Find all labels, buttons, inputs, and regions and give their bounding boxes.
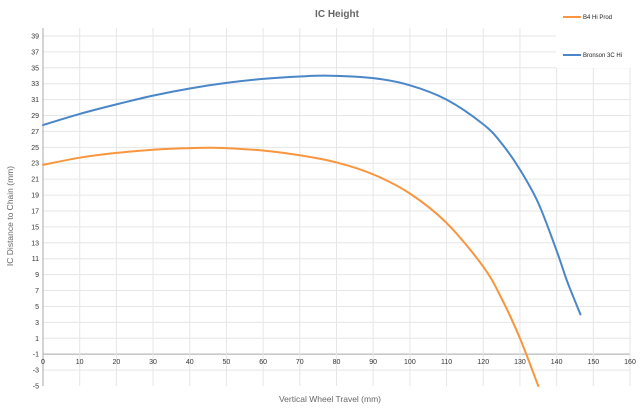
y-tick-label: 11 [32,256,39,263]
x-tick-label: 100 [404,359,416,366]
y-tick-label: -5 [33,384,39,391]
x-tick-label: 50 [223,359,231,366]
y-tick-label: 5 [35,304,39,311]
y-axis-label: IC Distance to Chain (mm) [5,166,15,266]
x-tick-label: 80 [333,359,341,366]
x-tick-label: 0 [41,359,45,366]
y-tick-label: 25 [31,145,39,152]
chart-title: IC Height [315,9,360,20]
x-tick-label: 10 [76,359,84,366]
series-line-bronson-3c-hi [42,74,582,316]
y-tick-label: 9 [35,272,39,279]
x-tick-label: 160 [624,359,636,366]
y-tick-labels: -5-3-11357911131517192123252729313335373… [31,33,39,390]
x-tick-label: 70 [296,359,304,366]
legend-label-b4-hi-prod: B4 Hi Prod [583,15,612,21]
x-tick-label: 150 [587,359,599,366]
legend: B4 Hi Prod Bronson 3C Hi [556,10,636,68]
x-tick-label: 120 [477,359,489,366]
y-tick-label: 13 [31,240,39,247]
y-tick-label: 29 [31,113,39,120]
x-tick-label: 90 [369,359,377,366]
legend-box [556,10,636,68]
y-tick-label: 33 [31,81,39,88]
y-tick-label: 1 [35,336,39,343]
y-tick-label: 15 [31,224,39,231]
y-tick-label: 27 [31,129,39,136]
y-tick-label: 37 [31,49,39,56]
x-tick-label: 130 [514,359,526,366]
y-tick-label: 17 [31,208,39,215]
x-tick-label: 140 [551,359,563,366]
series-line-b4-hi-prod [42,146,540,387]
y-tick-label: 7 [35,288,39,295]
x-axis-label: Vertical Wheel Travel (mm) [279,394,381,404]
y-tick-label: -1 [33,352,39,359]
x-tick-label: 20 [112,359,120,366]
y-tick-label: 31 [31,97,39,104]
x-tick-label: 110 [441,359,452,366]
x-tick-label: 60 [259,359,267,366]
x-tick-label: 40 [186,359,194,366]
series-lines [42,74,582,387]
y-tick-label: 19 [31,193,39,200]
y-tick-label: -3 [33,368,39,375]
x-tick-label: 30 [149,359,157,366]
y-tick-label: 21 [31,177,39,184]
y-tick-label: 35 [31,65,39,72]
y-tick-label: 23 [31,161,39,168]
y-tick-label: 39 [31,33,39,40]
legend-label-bronson-3c-hi: Bronson 3C Hi [583,53,622,59]
x-tick-labels: 0 10 20 30 40 50 60 70 80 90 100 110 120 130 140 150 160 [41,359,636,366]
y-tick-label: 3 [35,320,39,327]
